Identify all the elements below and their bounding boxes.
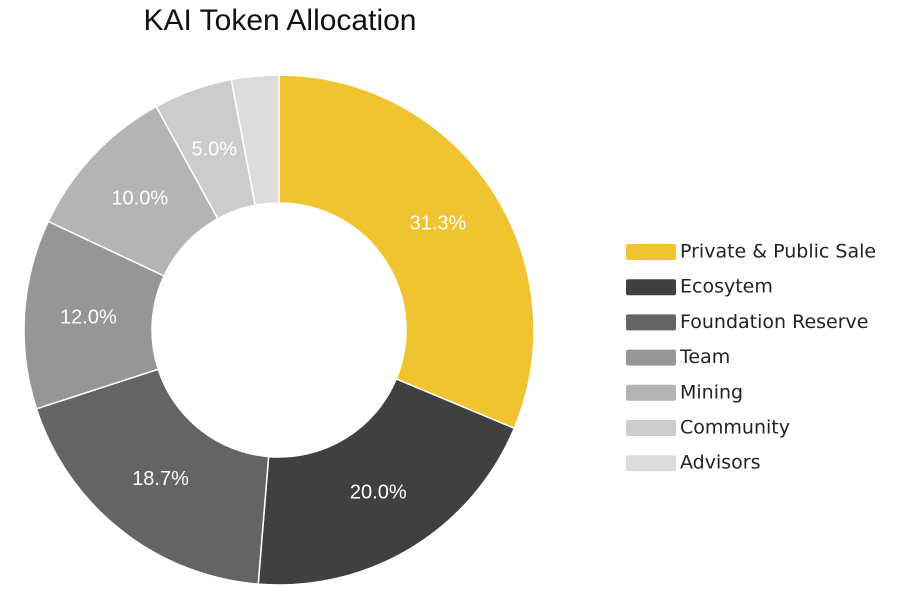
slice bbox=[35, 368, 270, 585]
legend-swatch bbox=[626, 384, 676, 401]
value-label: 5.0% bbox=[192, 139, 238, 161]
legend-swatch bbox=[626, 420, 676, 436]
legend-swatch bbox=[626, 244, 676, 260]
value-label: 20.0% bbox=[350, 481, 407, 503]
legend-swatch bbox=[626, 279, 676, 296]
legend-swatch bbox=[626, 314, 676, 331]
value-label: 10.0% bbox=[111, 188, 168, 210]
slice bbox=[257, 377, 516, 586]
value-label: 12.0% bbox=[60, 306, 117, 328]
slice bbox=[230, 74, 280, 207]
value-label: 18.7% bbox=[132, 468, 189, 490]
chart-title: KAI Token Allocation bbox=[144, 4, 417, 37]
legend-label: Community bbox=[680, 417, 790, 439]
legend-label: Mining bbox=[680, 381, 743, 403]
legend-label: Advisors bbox=[680, 452, 760, 474]
legend-swatch bbox=[626, 349, 676, 366]
legend-label: Foundation Reserve bbox=[680, 311, 868, 333]
legend-swatch bbox=[626, 455, 676, 472]
value-label: 31.3% bbox=[410, 212, 467, 234]
slice bbox=[278, 74, 535, 430]
legend-label: Ecosytem bbox=[680, 276, 773, 298]
legend-label: Private & Public Sale bbox=[680, 241, 876, 263]
legend-label: Team bbox=[679, 346, 730, 368]
